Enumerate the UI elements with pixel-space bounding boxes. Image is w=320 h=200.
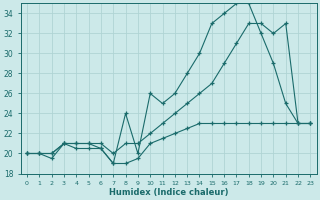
X-axis label: Humidex (Indice chaleur): Humidex (Indice chaleur) bbox=[109, 188, 228, 197]
